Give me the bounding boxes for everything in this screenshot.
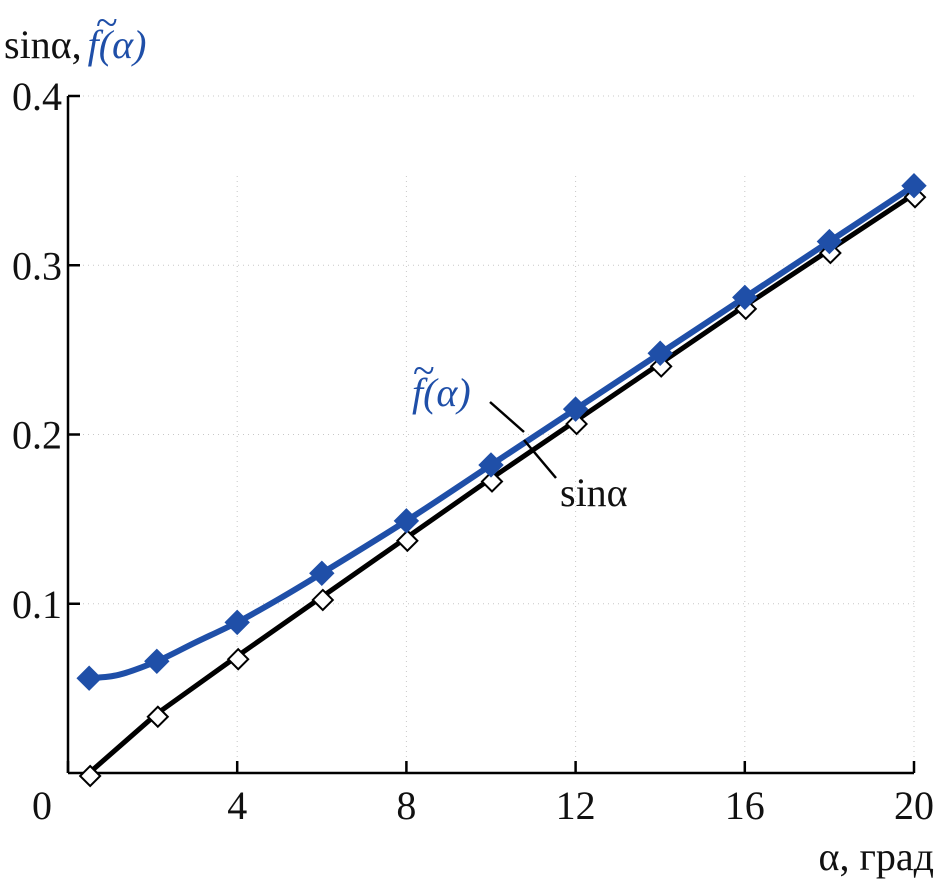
- marker-sin-alpha-0: [78, 764, 102, 788]
- marker-sin-alpha-2: [226, 647, 250, 671]
- marker-sin-alpha-1: [146, 705, 170, 729]
- y-tick-label-0: 0.1: [12, 582, 62, 627]
- series-line-sin-alpha: [87, 192, 916, 775]
- markers: [76, 172, 927, 788]
- x-tick-label-0: 0: [32, 783, 52, 828]
- marker-sin-alpha-5: [480, 470, 504, 493]
- y-axis-title-blue: f(α): [88, 22, 147, 67]
- x-tick-label-2: 8: [396, 783, 416, 828]
- marker-f-alpha-8: [732, 284, 758, 311]
- series-line-f-alpha: [88, 183, 916, 682]
- y-tick-label-2: 0.3: [12, 243, 62, 288]
- series: [87, 183, 916, 775]
- marker-f-alpha-5: [478, 452, 504, 478]
- annotation-f-alpha-text: f(α): [412, 370, 471, 415]
- grid: [68, 95, 915, 773]
- axes: [66, 96, 914, 775]
- y-axis-title-tilde: ~: [96, 0, 118, 45]
- annotation-sin-alpha-leader: [523, 439, 557, 479]
- ticks: 0 4 8 12 16 20 0.1 0.2 0.3 0.4: [12, 74, 934, 828]
- marker-sin-alpha-3: [311, 588, 335, 612]
- y-axis-title-black: sinα,: [4, 22, 82, 67]
- marker-f-alpha-4: [393, 508, 420, 534]
- annotation-f-alpha: f(α): [412, 370, 471, 415]
- marker-sin-alpha-6: [565, 412, 589, 436]
- marker-f-alpha-7: [647, 340, 673, 366]
- x-tick-label-3: 12: [556, 783, 596, 828]
- x-tick-label-1: 4: [227, 783, 247, 828]
- marker-f-alpha-0: [76, 665, 102, 691]
- x-tick-label-4: 16: [725, 783, 765, 828]
- annotation-sin-alpha: sinα: [560, 470, 628, 515]
- annotation-f-alpha-leader: [489, 401, 525, 433]
- x-axis-title: α, град: [819, 834, 934, 879]
- y-axis-title: sinα, f(α): [4, 22, 146, 67]
- marker-f-alpha-10: [901, 172, 927, 199]
- marker-f-alpha-6: [562, 396, 589, 422]
- marker-f-alpha-1: [144, 648, 170, 675]
- annotation-f-alpha-tilde: ~: [413, 348, 435, 393]
- y-tick-label-1: 0.2: [12, 413, 62, 458]
- y-tick-label-3: 0.4: [12, 74, 62, 119]
- marker-f-alpha-9: [816, 228, 843, 255]
- marker-f-alpha-2: [224, 609, 250, 636]
- marker-f-alpha-3: [309, 560, 335, 586]
- marker-sin-alpha-4: [395, 529, 419, 553]
- x-tick-label-5: 20: [894, 783, 934, 828]
